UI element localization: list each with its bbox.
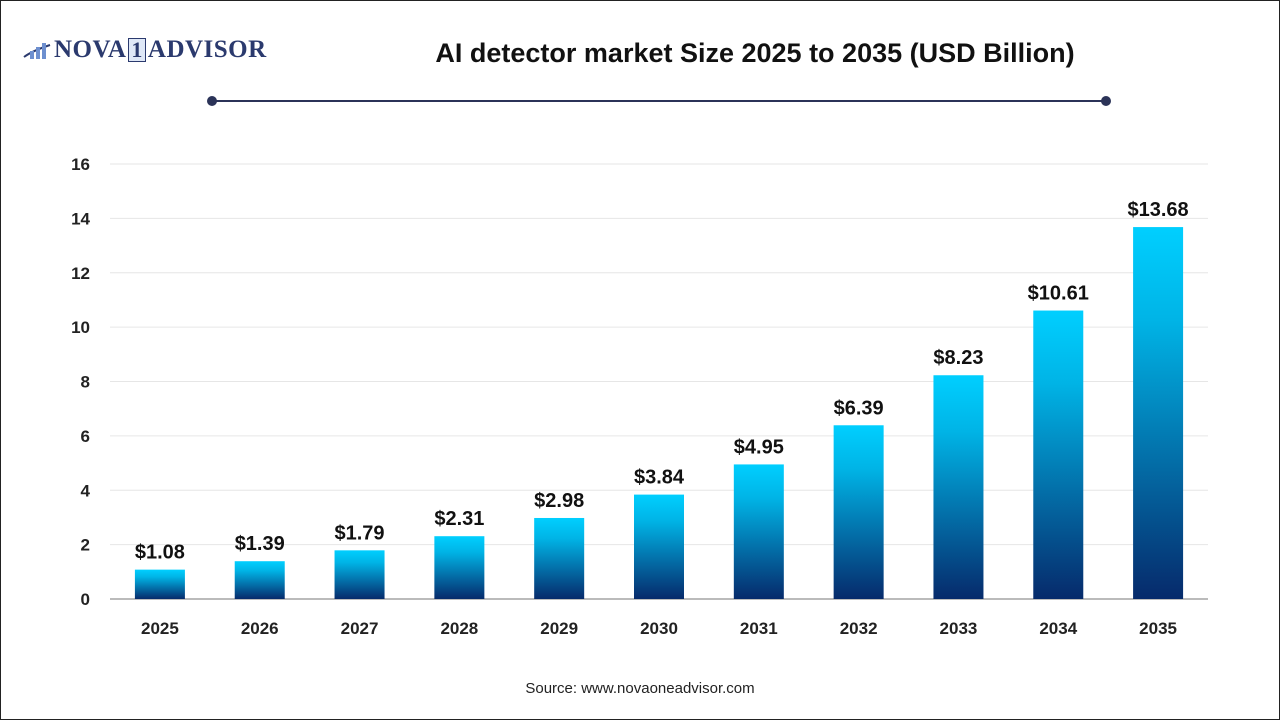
- y-tick-label: 2: [81, 536, 90, 555]
- bar-2026: [234, 561, 285, 599]
- data-label: $4.95: [734, 436, 784, 458]
- bar-2029: [534, 517, 585, 599]
- bar-2033: [933, 375, 984, 599]
- data-label: $1.79: [335, 522, 385, 544]
- bar-2031: [733, 464, 784, 599]
- y-tick-label: 10: [71, 318, 90, 337]
- y-tick-label: 6: [81, 427, 90, 446]
- x-tick-label: 2028: [440, 619, 478, 638]
- title-rule: [212, 100, 1106, 102]
- bar-2030: [634, 494, 684, 599]
- bar-2027: [334, 550, 385, 599]
- source-note: Source: www.novaoneadvisor.com: [525, 680, 755, 697]
- x-tick-label: 2029: [540, 619, 578, 638]
- data-label: $2.31: [434, 508, 484, 530]
- bar-2032: [833, 425, 884, 599]
- y-tick-label: 14: [71, 209, 90, 228]
- y-tick-label: 12: [71, 264, 90, 283]
- x-tick-label: 2027: [341, 619, 379, 638]
- bar-2028: [434, 536, 485, 599]
- x-tick-label: 2031: [740, 619, 778, 638]
- logo-text-left: NOVA: [54, 36, 127, 63]
- chart-title: AI detector market Size 2025 to 2035 (US…: [435, 38, 1075, 68]
- logo-text-right: ADVISOR: [147, 36, 267, 63]
- data-label: $13.68: [1128, 199, 1189, 221]
- y-tick-label: 4: [81, 481, 91, 500]
- bar-2025: [134, 569, 185, 599]
- x-tick-label: 2035: [1139, 619, 1177, 638]
- x-tick-label: 2033: [940, 619, 978, 638]
- data-label: $6.39: [834, 397, 884, 419]
- title-rule-dot-left: [207, 96, 217, 106]
- y-tick-label: 0: [81, 590, 90, 609]
- x-tick-label: 2032: [840, 619, 878, 638]
- x-tick-label: 2030: [640, 619, 678, 638]
- data-label: $1.08: [135, 542, 185, 564]
- data-label: $8.23: [933, 347, 983, 369]
- bar-2034: [1033, 310, 1084, 599]
- bar-2035: [1133, 227, 1184, 599]
- y-tick-label: 16: [71, 155, 90, 174]
- bar-chart-logo-icon: [23, 43, 51, 59]
- logo-text-mid: 1: [128, 38, 146, 62]
- data-label: $2.98: [534, 490, 584, 512]
- data-label: $1.39: [235, 533, 285, 555]
- x-tick-label: 2034: [1039, 619, 1077, 638]
- logo: NOVA 1 ADVISOR: [22, 36, 267, 64]
- data-label: $10.61: [1028, 283, 1089, 305]
- x-tick-label: 2025: [141, 619, 179, 638]
- y-tick-label: 8: [81, 373, 90, 392]
- title-rule-dot-right: [1101, 96, 1111, 106]
- x-tick-label: 2026: [241, 619, 279, 638]
- data-label: $3.84: [634, 467, 685, 489]
